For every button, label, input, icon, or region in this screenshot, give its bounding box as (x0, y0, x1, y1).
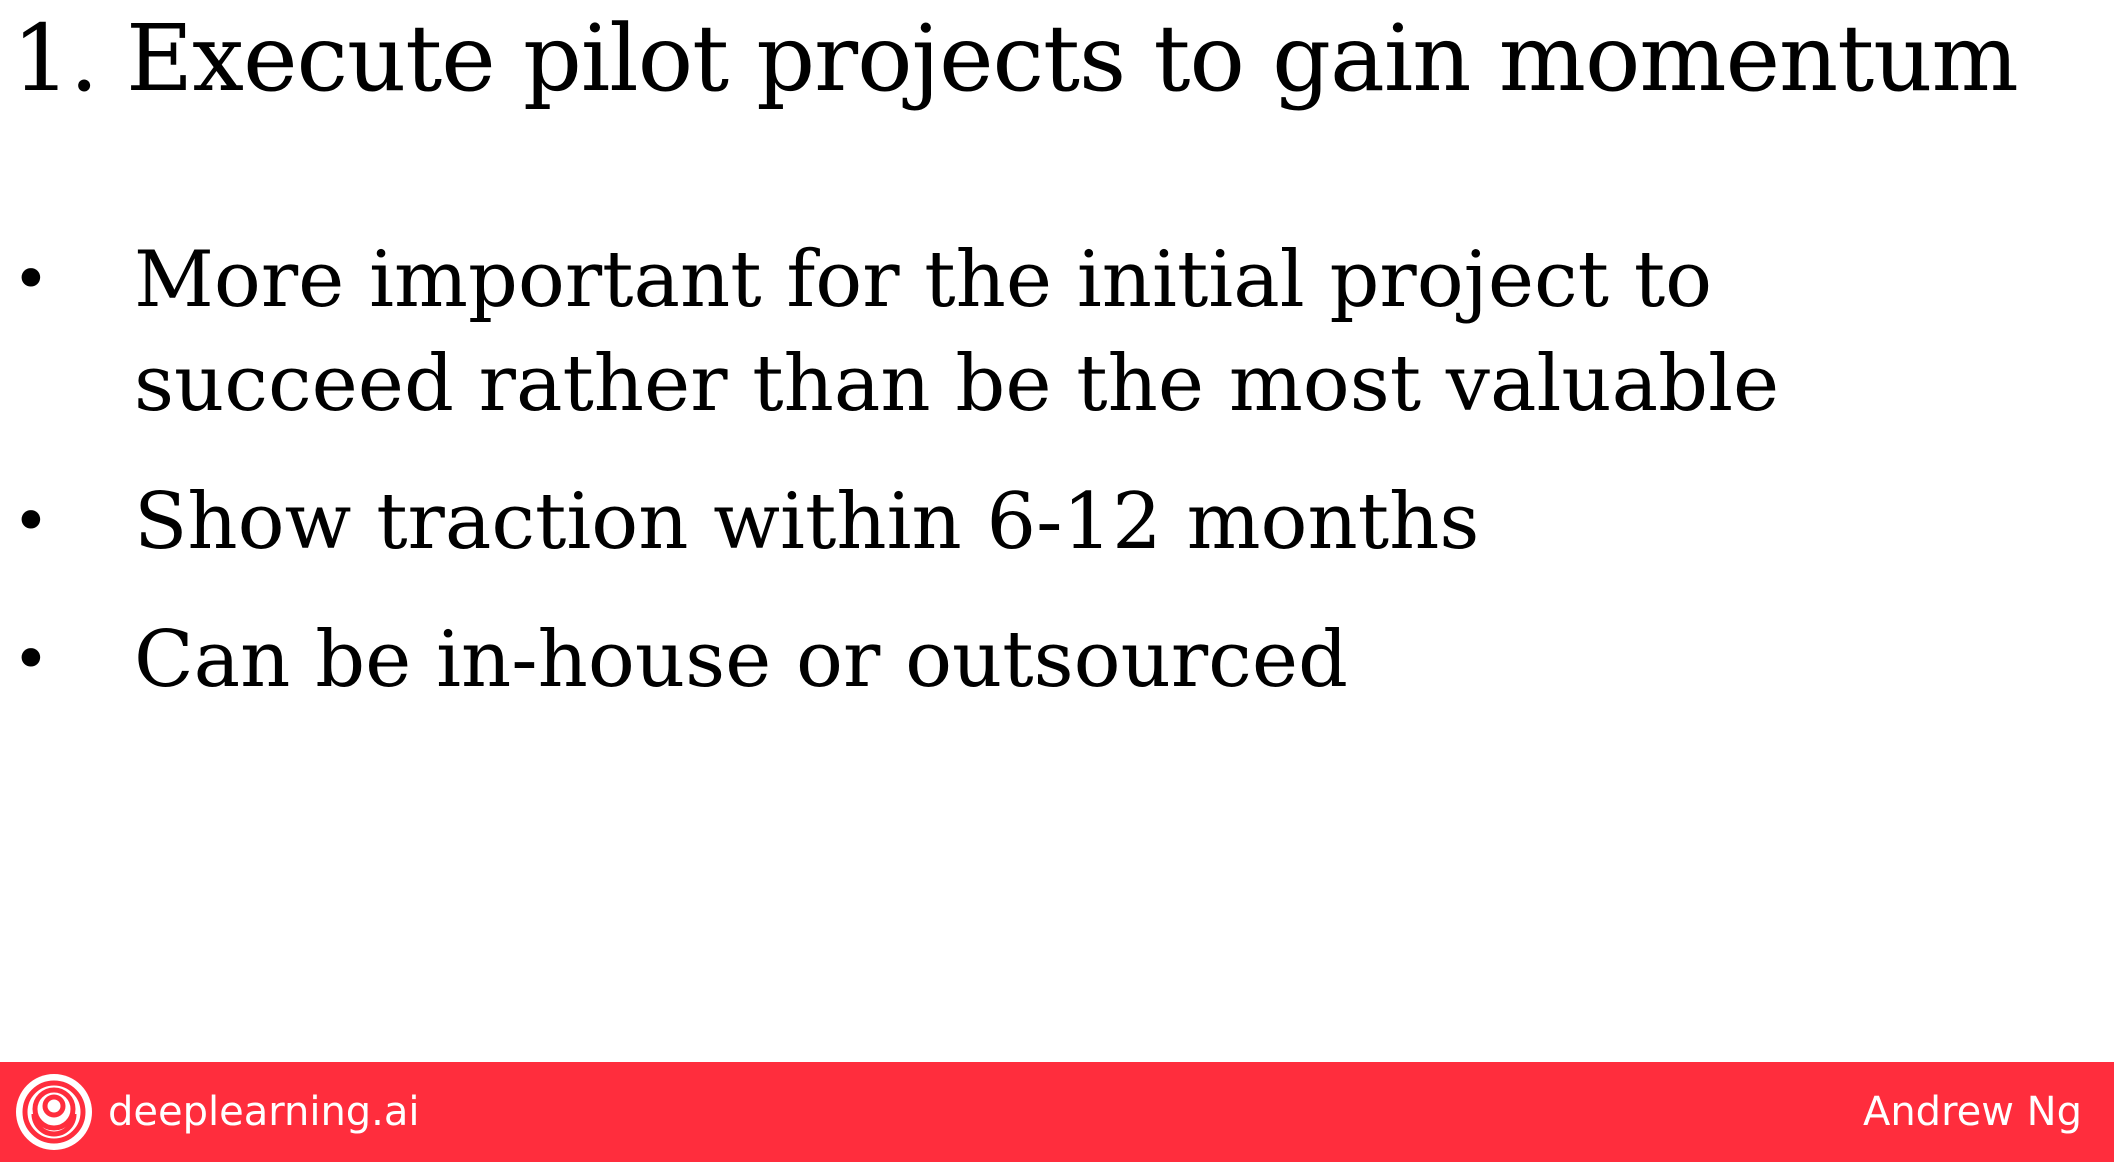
bullet-item: • Show traction within 6-12 months (0, 470, 2000, 574)
bullet-text: More important for the initial project t… (134, 235, 1780, 429)
bullet-item: • More important for the initial project… (0, 228, 2000, 436)
bullet-marker: • (12, 623, 50, 697)
bullet-text: Show traction within 6-12 months (134, 477, 1480, 567)
bullet-item: • Can be in-house or outsourced (0, 608, 2000, 712)
bullet-text: Can be in-house or outsourced (134, 615, 1348, 705)
bullet-marker: • (12, 485, 50, 559)
author-name: Andrew Ng (1862, 1089, 2082, 1135)
brand-name: deeplearning.ai (108, 1089, 420, 1135)
brand: deeplearning.ai (14, 1072, 420, 1152)
deeplearning-logo-icon (16, 1074, 92, 1150)
bullet-list: • More important for the initial project… (0, 228, 2000, 746)
footer-bar: deeplearning.ai Andrew Ng (0, 1062, 2114, 1162)
slide-title: 1. Execute pilot projects to gain moment… (12, 5, 2019, 112)
bullet-marker: • (12, 243, 50, 317)
